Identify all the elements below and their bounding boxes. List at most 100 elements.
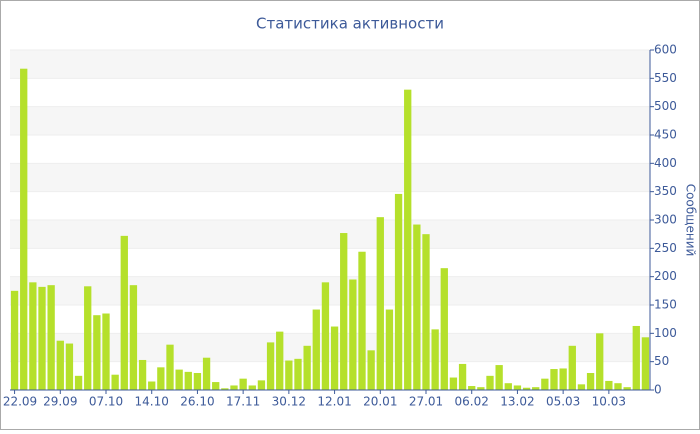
bar — [367, 350, 375, 390]
x-tick-label: 13.02 — [500, 395, 534, 409]
bar — [431, 329, 439, 390]
grid-band — [10, 220, 650, 249]
bar — [129, 285, 138, 390]
bar — [504, 383, 512, 390]
bar — [641, 337, 650, 390]
bar — [166, 344, 174, 390]
y-tick-label: 200 — [654, 269, 677, 283]
bar — [56, 340, 64, 390]
bar — [586, 373, 595, 390]
bar — [349, 279, 357, 390]
x-tick-label: 05.03 — [546, 395, 580, 409]
bar — [285, 360, 293, 390]
bar — [614, 383, 622, 390]
y-tick-label: 450 — [654, 128, 677, 142]
bar — [321, 282, 330, 390]
bar — [276, 331, 284, 390]
bar — [193, 373, 202, 390]
x-tick-label: 10.03 — [592, 395, 626, 409]
x-tick-label: 12.01 — [317, 395, 351, 409]
bar — [422, 234, 430, 390]
grid-band — [10, 106, 650, 135]
bar — [266, 342, 275, 390]
grid-band — [10, 276, 650, 305]
bar — [394, 193, 403, 390]
y-tick-label: 400 — [654, 156, 677, 170]
y-tick-label: 500 — [654, 99, 677, 113]
bar — [303, 345, 311, 390]
y-tick-label: 150 — [654, 298, 677, 312]
bar — [340, 233, 348, 390]
bar — [623, 387, 631, 390]
bar — [458, 363, 467, 390]
x-tick-label: 27.01 — [409, 395, 443, 409]
bar — [513, 385, 522, 390]
y-tick-label: 50 — [654, 354, 669, 368]
bar — [559, 368, 567, 390]
bar — [248, 385, 256, 390]
bar — [74, 375, 83, 390]
bar — [138, 359, 147, 390]
bar — [596, 333, 604, 390]
bar — [239, 378, 247, 390]
bar — [522, 387, 531, 390]
bar — [120, 235, 128, 390]
y-tick-label: 100 — [654, 326, 677, 340]
bar — [385, 309, 394, 390]
bar — [184, 371, 192, 390]
grid-band — [10, 163, 650, 192]
bar — [84, 286, 92, 390]
x-tick-label: 14.10 — [135, 395, 169, 409]
bar — [632, 325, 640, 390]
x-tick-label: 17.11 — [226, 395, 260, 409]
bar — [495, 365, 503, 390]
bar — [468, 386, 476, 390]
bar — [202, 357, 211, 390]
y-tick-label: 350 — [654, 184, 677, 198]
bar — [440, 268, 448, 390]
bar — [93, 315, 101, 390]
bar — [294, 358, 302, 390]
bar — [65, 343, 74, 390]
x-tick-label: 30.12 — [272, 395, 306, 409]
bar — [477, 387, 485, 390]
bar — [148, 381, 156, 390]
x-tick-label: 06.02 — [455, 395, 489, 409]
chart-title: Статистика активности — [256, 15, 444, 33]
bar — [29, 282, 37, 390]
y-tick-label: 0 — [654, 383, 662, 397]
x-tick-label: 20.01 — [363, 395, 397, 409]
bar — [376, 217, 384, 390]
bar — [175, 369, 183, 390]
bar — [413, 224, 421, 390]
x-tick-label: 22.09 — [3, 395, 37, 409]
x-tick-label: 29.09 — [43, 395, 77, 409]
y-tick-label: 600 — [654, 43, 677, 57]
y-tick-label: 550 — [654, 71, 677, 85]
bar — [550, 369, 558, 390]
y-tick-label: 250 — [654, 241, 677, 255]
bar — [230, 385, 238, 390]
bar — [330, 326, 339, 390]
x-tick-label: 07.10 — [89, 395, 123, 409]
bar — [212, 382, 220, 390]
bar — [605, 380, 613, 390]
bar — [102, 313, 110, 390]
bar — [312, 309, 320, 390]
y-axis-title: Сообщений — [684, 184, 698, 257]
bar — [38, 286, 46, 390]
bar — [111, 374, 119, 390]
bar — [449, 377, 458, 390]
bar — [568, 345, 576, 390]
bar — [358, 251, 366, 390]
bar — [532, 387, 540, 390]
y-tick-label: 300 — [654, 213, 677, 227]
bar — [486, 375, 494, 390]
grid-band — [10, 50, 650, 79]
bar — [404, 89, 412, 391]
bar — [577, 384, 586, 390]
grid-band — [10, 333, 650, 362]
bar — [47, 285, 55, 390]
bar — [20, 68, 28, 390]
